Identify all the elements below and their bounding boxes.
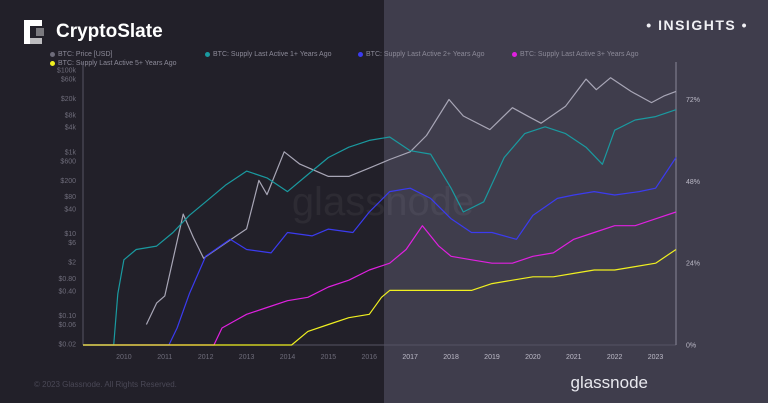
legend-dot: [50, 52, 55, 57]
x-tick-label: 2017: [402, 354, 418, 361]
insights-label: • INSIGHTS •: [646, 17, 748, 33]
legend-dot: [50, 61, 55, 66]
y-left-tick-label: $0.80: [58, 276, 76, 283]
cryptoslate-mark-icon: [24, 20, 48, 44]
x-tick-label: 2023: [648, 354, 664, 361]
y-left-tick-label: $200: [60, 178, 76, 185]
cryptoslate-logo: CryptoSlate: [24, 20, 163, 44]
y-left-tick-label: $1k: [65, 149, 77, 156]
copyright-text: © 2023 Glassnode. All Rights Reserved.: [34, 380, 177, 389]
glassnode-logo: glassnode: [570, 373, 648, 392]
legend-item-1y: BTC: Supply Last Active 1+ Years Ago: [205, 51, 332, 58]
legend-dot: [205, 52, 210, 57]
y-left-tick-label: $4k: [65, 125, 77, 132]
y-left-tick-label: $80: [64, 194, 76, 201]
legend-label: BTC: Supply Last Active 5+ Years Ago: [58, 60, 177, 67]
supply-3y-line: [83, 211, 677, 346]
dark-left-panel: [0, 0, 384, 403]
x-tick-label: 2022: [607, 354, 623, 361]
x-tick-label: 2015: [321, 354, 337, 361]
y-left-tick-label: $0.40: [58, 288, 76, 295]
supply-1y-line: [83, 109, 677, 346]
legend-item-2y: BTC: Supply Last Active 2+ Years Ago: [358, 51, 485, 58]
x-tick-label: 2012: [198, 354, 214, 361]
legend-item-3y: BTC: Supply Last Active 3+ Years Ago: [512, 51, 639, 58]
y-left-tick-label: $10: [64, 231, 76, 238]
x-tick-label: 2020: [525, 354, 541, 361]
y-left-tick-label: $600: [60, 158, 76, 165]
x-tick-label: 2016: [361, 354, 377, 361]
x-tick-label: 2021: [566, 354, 582, 361]
x-tick-label: 2018: [443, 354, 459, 361]
y-left-tick-label: $0.06: [58, 322, 76, 329]
y-left-tick-label: $60k: [61, 77, 77, 84]
y-left-tick-label: $6: [68, 240, 76, 247]
y-left-tick-label: $2: [68, 260, 76, 267]
y-left-tick-label: $40: [64, 206, 76, 213]
brand-name: CryptoSlate: [56, 21, 163, 42]
watermark: glassnode: [292, 180, 474, 224]
supply-2y-line: [83, 157, 677, 346]
y-left-tick-label: $100k: [57, 68, 77, 75]
legend-label: BTC: Supply Last Active 2+ Years Ago: [366, 51, 485, 58]
legend-item-price: BTC: Price [USD]: [50, 51, 112, 58]
y-right-tick-label: 48%: [686, 179, 700, 186]
legend-label: BTC: Supply Last Active 3+ Years Ago: [520, 51, 639, 58]
y-left-tick-label: $20k: [61, 96, 77, 103]
legend-item-5y: BTC: Supply Last Active 5+ Years Ago: [50, 60, 177, 67]
x-tick-label: 2011: [157, 354, 172, 361]
y-right-tick-label: 0%: [686, 343, 696, 350]
x-tick-label: 2019: [484, 354, 500, 361]
x-tick-label: 2014: [280, 354, 296, 361]
x-tick-label: 2013: [239, 354, 255, 361]
legend-dot: [358, 52, 363, 57]
y-left-tick-label: $0.10: [58, 313, 76, 320]
legend-label: BTC: Supply Last Active 1+ Years Ago: [213, 51, 332, 58]
y-right-tick-label: 24%: [686, 261, 700, 268]
y-right-tick-label: 72%: [686, 97, 700, 104]
supply-5y-line: [83, 249, 677, 346]
legend-label: BTC: Price [USD]: [58, 51, 113, 58]
x-tick-label: 2010: [116, 354, 132, 361]
y-left-tick-label: $8k: [65, 112, 77, 119]
legend-dot: [512, 52, 517, 57]
y-left-tick-label: $0.02: [58, 342, 76, 349]
